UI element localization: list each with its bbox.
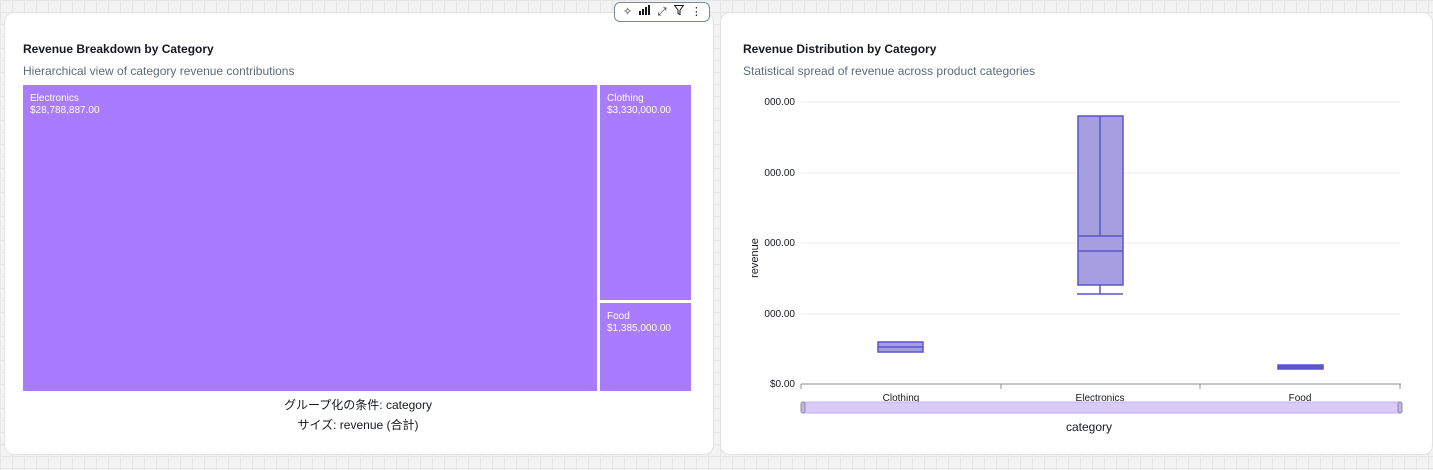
more-options-icon[interactable]: ⋮ bbox=[690, 6, 702, 18]
treemap-subtitle: Hierarchical view of category revenue co… bbox=[23, 64, 295, 78]
tile-label-electronics: Electronics bbox=[30, 93, 79, 104]
x-axis-label: category bbox=[1066, 420, 1112, 434]
treemap-card: Revenue Breakdown by Category Hierarchic… bbox=[4, 12, 714, 455]
tile-value-clothing: $3,330,000.00 bbox=[607, 105, 671, 116]
y-tick-label: 000.00 bbox=[764, 97, 795, 108]
x-axis-ticks bbox=[800, 384, 1401, 389]
tile-value-food: $1,385,000.00 bbox=[607, 323, 671, 334]
box-clothing[interactable] bbox=[877, 341, 924, 353]
scrollbar-handle-left bbox=[800, 401, 806, 414]
y-tick-label: 000.00 bbox=[764, 309, 795, 320]
boxplot-card: Revenue Distribution by Category Statist… bbox=[720, 12, 1433, 455]
y-tick-labels: $0.00 000.00 000.00 000.00 000.00 bbox=[764, 97, 795, 390]
boxplot-title: Revenue Distribution by Category bbox=[743, 42, 937, 56]
chart-type-icon[interactable] bbox=[637, 3, 653, 21]
size-label: サイズ: revenue (合計) bbox=[297, 418, 419, 432]
sparkle-icon[interactable]: ✧ bbox=[622, 6, 633, 18]
y-tick-label: $0.00 bbox=[770, 379, 795, 390]
box-food[interactable] bbox=[1277, 364, 1324, 370]
treemap-tile-clothing[interactable]: Clothing $3,330,000.00 bbox=[600, 85, 691, 300]
x-tick-labels: Clothing Electronics Food bbox=[883, 393, 1312, 404]
visual-toolbar: ✧ ⤢ ⋮ bbox=[614, 2, 710, 22]
x-tick-label-food: Food bbox=[1289, 393, 1312, 404]
y-tick-label: 000.00 bbox=[764, 168, 795, 179]
treemap-tile-electronics[interactable]: Electronics $28,788,887.00 bbox=[23, 85, 597, 391]
treemap-title: Revenue Breakdown by Category bbox=[23, 42, 214, 56]
y-tick-label: 000.00 bbox=[764, 238, 795, 249]
scrollbar-handle-right bbox=[1397, 401, 1403, 414]
filter-icon[interactable] bbox=[671, 3, 687, 21]
tile-label-clothing: Clothing bbox=[607, 93, 644, 104]
x-tick-label-clothing: Clothing bbox=[883, 393, 920, 404]
x-scrollbar[interactable] bbox=[800, 401, 1403, 414]
group-by-label: グループ化の条件: category bbox=[284, 398, 432, 412]
treemap-tile-food[interactable]: Food $1,385,000.00 bbox=[600, 303, 691, 391]
expand-icon[interactable]: ⤢ bbox=[657, 6, 667, 18]
boxplot-subtitle: Statistical spread of revenue across pro… bbox=[743, 64, 1036, 78]
box-electronics[interactable] bbox=[1077, 115, 1124, 295]
tile-value-electronics: $28,788,887.00 bbox=[30, 105, 100, 116]
y-axis-label: revenue bbox=[749, 238, 761, 278]
tile-label-food: Food bbox=[607, 311, 630, 322]
boxplot-svg: $0.00 000.00 000.00 000.00 000.00 revenu… bbox=[721, 93, 1403, 434]
x-tick-label-electronics: Electronics bbox=[1076, 393, 1125, 404]
